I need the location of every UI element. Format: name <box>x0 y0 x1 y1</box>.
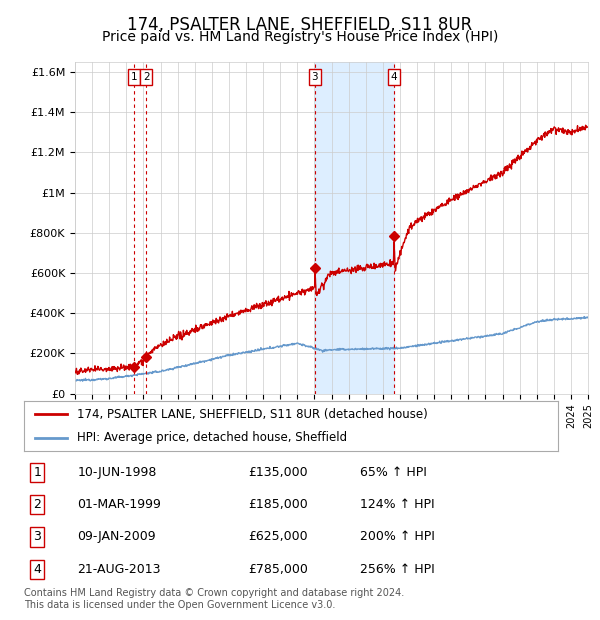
Text: 4: 4 <box>34 563 41 575</box>
Text: £135,000: £135,000 <box>248 466 308 479</box>
Text: 3: 3 <box>34 531 41 543</box>
Text: 09-JAN-2009: 09-JAN-2009 <box>77 531 156 543</box>
Text: Price paid vs. HM Land Registry's House Price Index (HPI): Price paid vs. HM Land Registry's House … <box>102 30 498 44</box>
Text: £185,000: £185,000 <box>248 498 308 511</box>
Text: 3: 3 <box>311 72 318 82</box>
Text: 1: 1 <box>131 72 137 82</box>
Text: HPI: Average price, detached house, Sheffield: HPI: Average price, detached house, Shef… <box>77 431 347 444</box>
Text: 174, PSALTER LANE, SHEFFIELD, S11 8UR (detached house): 174, PSALTER LANE, SHEFFIELD, S11 8UR (d… <box>77 408 428 421</box>
Text: £785,000: £785,000 <box>248 563 308 575</box>
Text: 01-MAR-1999: 01-MAR-1999 <box>77 498 161 511</box>
Text: 4: 4 <box>391 72 397 82</box>
Text: 124% ↑ HPI: 124% ↑ HPI <box>361 498 435 511</box>
Text: 21-AUG-2013: 21-AUG-2013 <box>77 563 161 575</box>
Bar <box>315 62 394 394</box>
Text: £625,000: £625,000 <box>248 531 308 543</box>
Text: 2: 2 <box>34 498 41 511</box>
Text: 2: 2 <box>143 72 149 82</box>
Text: Contains HM Land Registry data © Crown copyright and database right 2024.
This d: Contains HM Land Registry data © Crown c… <box>24 588 404 610</box>
Text: 65% ↑ HPI: 65% ↑ HPI <box>361 466 427 479</box>
Text: 256% ↑ HPI: 256% ↑ HPI <box>361 563 435 575</box>
Text: 174, PSALTER LANE, SHEFFIELD, S11 8UR: 174, PSALTER LANE, SHEFFIELD, S11 8UR <box>127 16 473 33</box>
Text: 1: 1 <box>34 466 41 479</box>
Text: 10-JUN-1998: 10-JUN-1998 <box>77 466 157 479</box>
Text: 200% ↑ HPI: 200% ↑ HPI <box>361 531 435 543</box>
